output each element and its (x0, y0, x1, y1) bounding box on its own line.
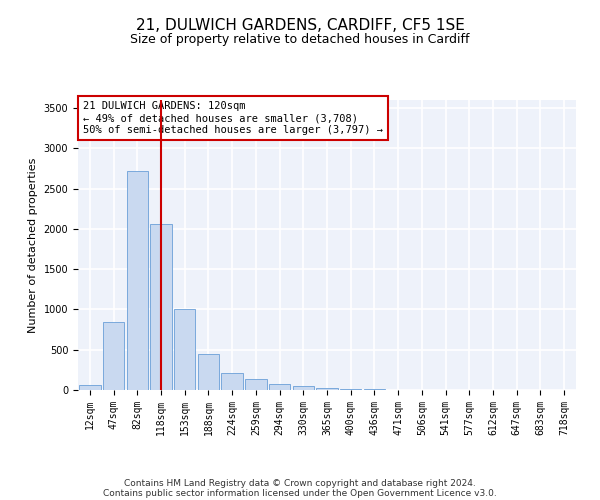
Bar (316, 388, 338, 390)
Bar (269, 384, 290, 390)
Y-axis label: Number of detached properties: Number of detached properties (28, 158, 38, 332)
Bar (221, 372, 243, 390)
Bar (103, 322, 124, 390)
Text: 21, DULWICH GARDENS, CARDIFF, CF5 1SE: 21, DULWICH GARDENS, CARDIFF, CF5 1SE (136, 18, 464, 32)
Text: Contains public sector information licensed under the Open Government Licence v3: Contains public sector information licen… (103, 488, 497, 498)
Bar (340, 389, 361, 390)
Text: Contains HM Land Registry data © Crown copyright and database right 2024.: Contains HM Land Registry data © Crown c… (124, 478, 476, 488)
Bar (174, 308, 196, 390)
Bar (151, 224, 172, 390)
Bar (198, 354, 219, 390)
Bar (364, 389, 385, 390)
Bar (127, 171, 148, 390)
Text: Size of property relative to detached houses in Cardiff: Size of property relative to detached ho… (130, 32, 470, 46)
Bar (245, 378, 266, 390)
Bar (293, 386, 314, 390)
Bar (79, 385, 101, 390)
Text: 21 DULWICH GARDENS: 120sqm
← 49% of detached houses are smaller (3,708)
50% of s: 21 DULWICH GARDENS: 120sqm ← 49% of deta… (83, 102, 383, 134)
